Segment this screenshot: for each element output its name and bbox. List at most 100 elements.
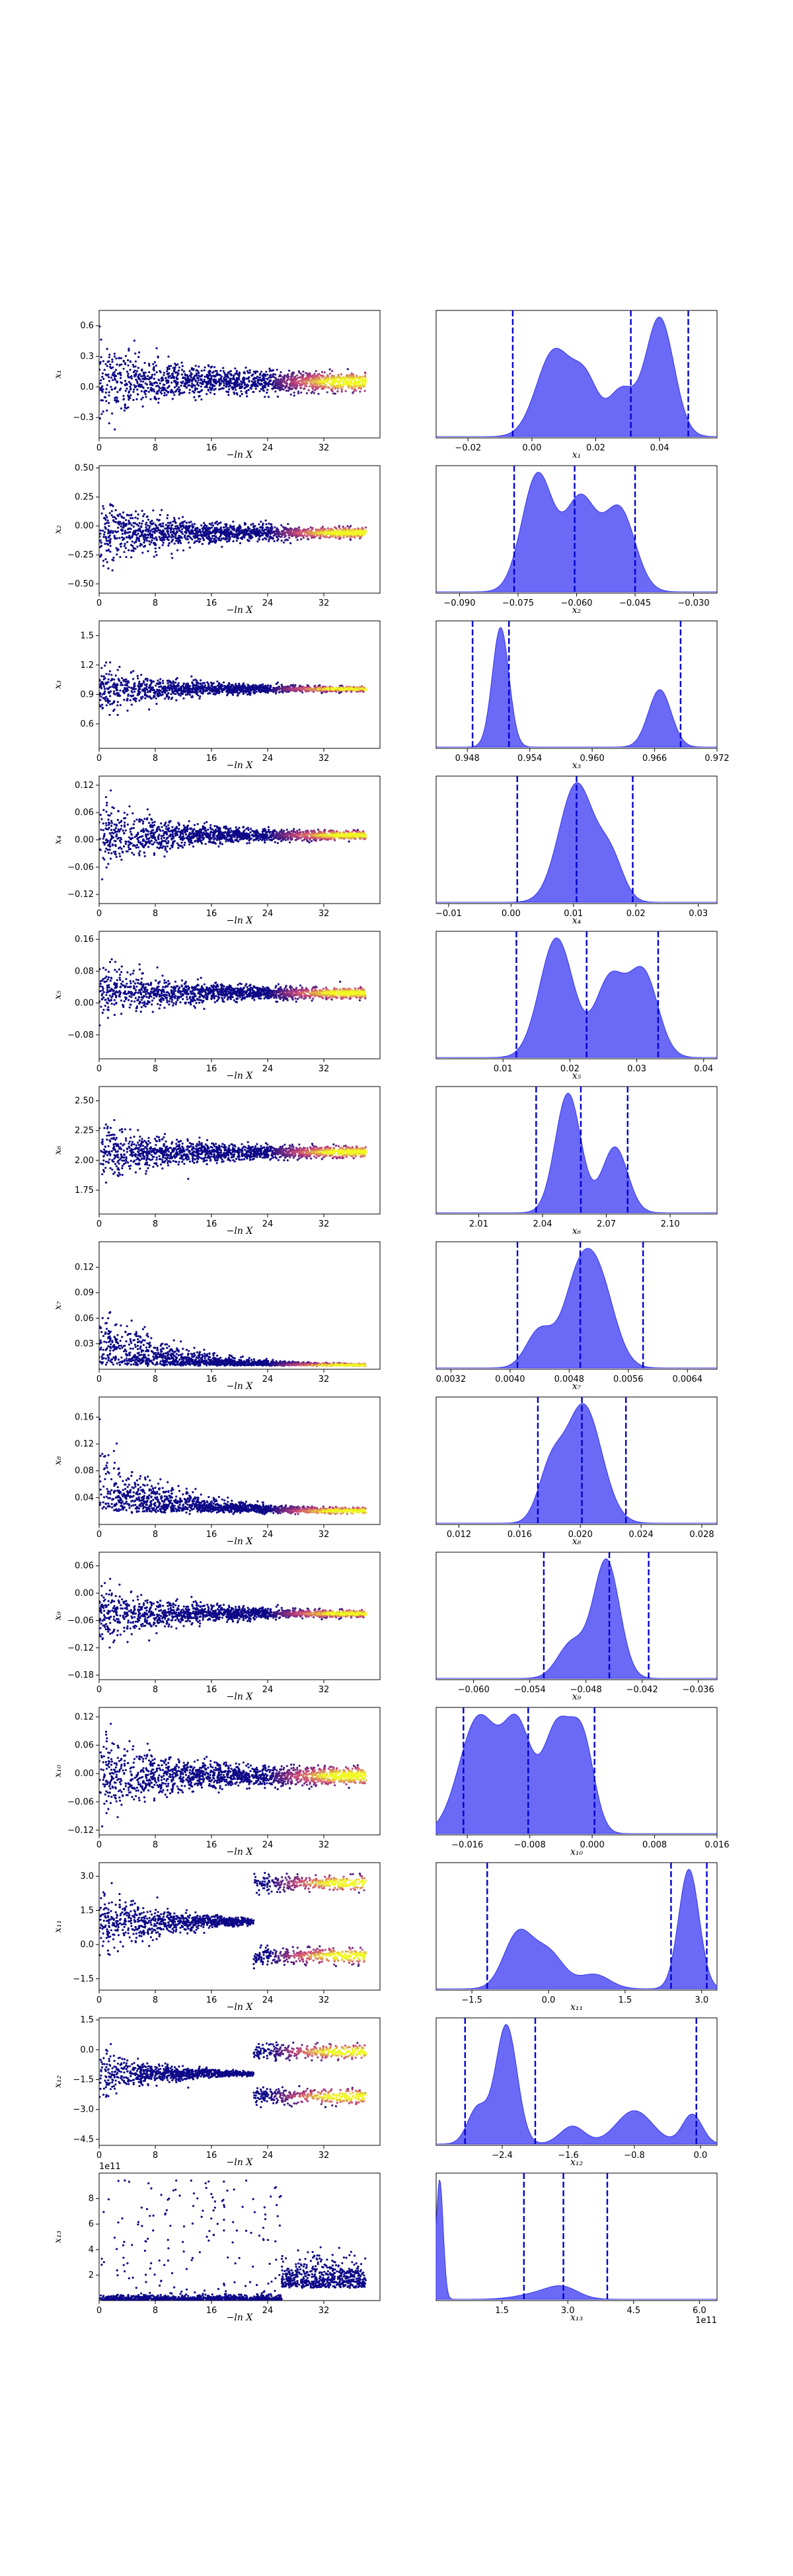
trace-point <box>114 428 116 431</box>
trace-xlabel: −ln X <box>227 760 254 771</box>
trace-point <box>198 528 201 531</box>
trace-point <box>272 534 275 537</box>
trace-point <box>248 684 250 688</box>
trace-point <box>340 684 343 687</box>
trace-point <box>109 703 112 705</box>
trace-point <box>313 536 315 539</box>
trace-point <box>321 692 323 694</box>
trace-point <box>262 387 264 390</box>
trace-point <box>165 696 168 698</box>
posterior-xtick-label: 0.02 <box>586 443 605 453</box>
trace-point <box>167 692 170 694</box>
trace-point <box>202 529 204 532</box>
trace-point <box>186 690 189 692</box>
trace-point <box>317 373 320 376</box>
trace-point <box>230 374 233 376</box>
trace-point <box>154 690 157 693</box>
trace-point <box>254 372 257 375</box>
trace-xtick-label: 24 <box>262 443 274 453</box>
trace-point <box>162 389 165 392</box>
trace-point <box>142 680 145 682</box>
trace-point <box>99 535 101 538</box>
trace-point <box>204 386 207 388</box>
trace-point <box>208 373 211 375</box>
trace-point <box>227 394 230 396</box>
trace-point <box>237 537 239 540</box>
trace-point <box>124 532 126 535</box>
trace-point <box>128 519 130 522</box>
trace-point <box>354 389 358 392</box>
trace-point <box>133 532 135 535</box>
trace-point <box>158 689 161 692</box>
trace-point <box>167 682 169 684</box>
trace-point <box>106 522 108 524</box>
trace-point <box>115 547 118 550</box>
trace-point <box>235 380 238 383</box>
trace-point <box>145 695 148 698</box>
trace-point <box>161 691 164 694</box>
trace-point <box>154 547 157 550</box>
trace-point <box>195 680 198 682</box>
trace-point <box>182 697 185 699</box>
trace-point <box>206 681 209 684</box>
trace-point <box>155 544 157 546</box>
trace-point <box>134 522 137 525</box>
trace-point <box>292 528 295 532</box>
trace-point <box>290 534 293 538</box>
trace-point <box>229 685 232 688</box>
trace-point <box>293 394 295 397</box>
trace-point <box>321 380 324 383</box>
trace-point <box>315 370 317 373</box>
trace-point <box>163 698 167 700</box>
trace-point <box>132 547 135 550</box>
trace-point <box>113 534 116 537</box>
trace-point <box>285 375 288 378</box>
trace-point <box>321 374 324 376</box>
trace-point <box>195 369 198 372</box>
trace-ylabel: x₁ <box>53 370 63 379</box>
trace-point <box>158 546 161 550</box>
trace-point <box>206 375 208 378</box>
trace-point <box>266 391 268 394</box>
trace-point <box>322 530 325 532</box>
trace-point <box>253 528 256 531</box>
trace-point <box>335 376 338 379</box>
trace-point <box>211 688 213 691</box>
trace-point <box>103 533 106 536</box>
trace-point <box>284 534 287 537</box>
trace-point <box>229 524 232 527</box>
trace-point <box>184 373 186 375</box>
trace-point <box>245 392 248 394</box>
trace-point <box>127 375 130 377</box>
trace-point <box>166 530 169 532</box>
trace-point <box>175 384 178 387</box>
trace-point <box>280 371 282 374</box>
trace-point <box>334 536 337 539</box>
trace-point <box>306 684 309 687</box>
trace-point <box>229 688 232 691</box>
trace-ytick-label: −0.50 <box>67 579 94 589</box>
posterior-xtick-label: −0.045 <box>619 598 651 608</box>
trace-point <box>338 526 340 528</box>
trace-point <box>111 412 114 415</box>
trace-xtick-label: 8 <box>153 598 158 608</box>
trace-point <box>120 363 123 366</box>
trace-point <box>231 692 234 695</box>
trace-point <box>358 387 360 390</box>
trace-point <box>210 684 213 688</box>
trace-point <box>150 386 153 389</box>
trace-point <box>203 522 206 524</box>
trace-point <box>137 367 139 369</box>
trace-point <box>228 388 231 391</box>
trace-point <box>168 696 170 699</box>
trace-point <box>182 380 184 383</box>
trace-point <box>127 373 130 375</box>
trace-point <box>178 388 181 391</box>
trace-point <box>104 664 106 667</box>
trace-point <box>142 373 145 375</box>
trace-point <box>108 422 110 425</box>
trace-point <box>330 535 332 538</box>
trace-point <box>192 378 194 381</box>
trace-point <box>172 680 174 684</box>
trace-point <box>120 525 122 528</box>
